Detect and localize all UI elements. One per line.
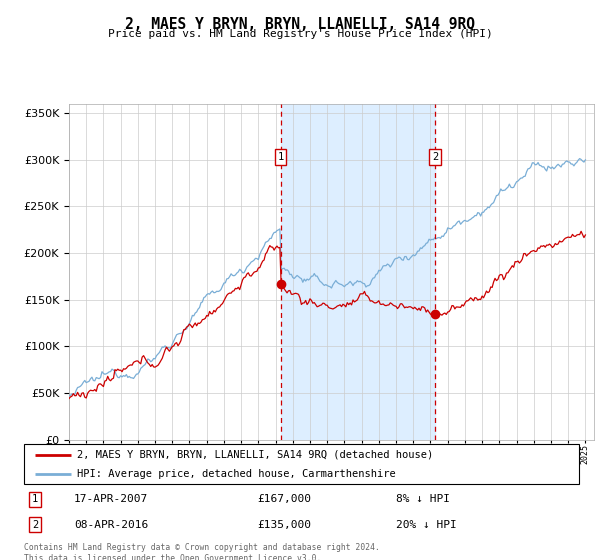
- Text: £167,000: £167,000: [257, 494, 311, 505]
- Text: 2, MAES Y BRYN, BRYN, LLANELLI, SA14 9RQ (detached house): 2, MAES Y BRYN, BRYN, LLANELLI, SA14 9RQ…: [77, 450, 433, 460]
- Text: 08-APR-2016: 08-APR-2016: [74, 520, 148, 530]
- Text: 1: 1: [277, 152, 284, 162]
- Text: 20% ↓ HPI: 20% ↓ HPI: [396, 520, 457, 530]
- Text: HPI: Average price, detached house, Carmarthenshire: HPI: Average price, detached house, Carm…: [77, 469, 395, 478]
- Text: 1: 1: [32, 494, 38, 505]
- Text: 2: 2: [432, 152, 438, 162]
- FancyBboxPatch shape: [24, 444, 579, 484]
- Text: 8% ↓ HPI: 8% ↓ HPI: [396, 494, 450, 505]
- Bar: [281, 104, 435, 440]
- Text: Contains HM Land Registry data © Crown copyright and database right 2024.
This d: Contains HM Land Registry data © Crown c…: [24, 543, 380, 560]
- Text: 17-APR-2007: 17-APR-2007: [74, 494, 148, 505]
- Text: Price paid vs. HM Land Registry's House Price Index (HPI): Price paid vs. HM Land Registry's House …: [107, 29, 493, 39]
- Text: 2: 2: [32, 520, 38, 530]
- Text: 2, MAES Y BRYN, BRYN, LLANELLI, SA14 9RQ: 2, MAES Y BRYN, BRYN, LLANELLI, SA14 9RQ: [125, 17, 475, 32]
- Text: £135,000: £135,000: [257, 520, 311, 530]
